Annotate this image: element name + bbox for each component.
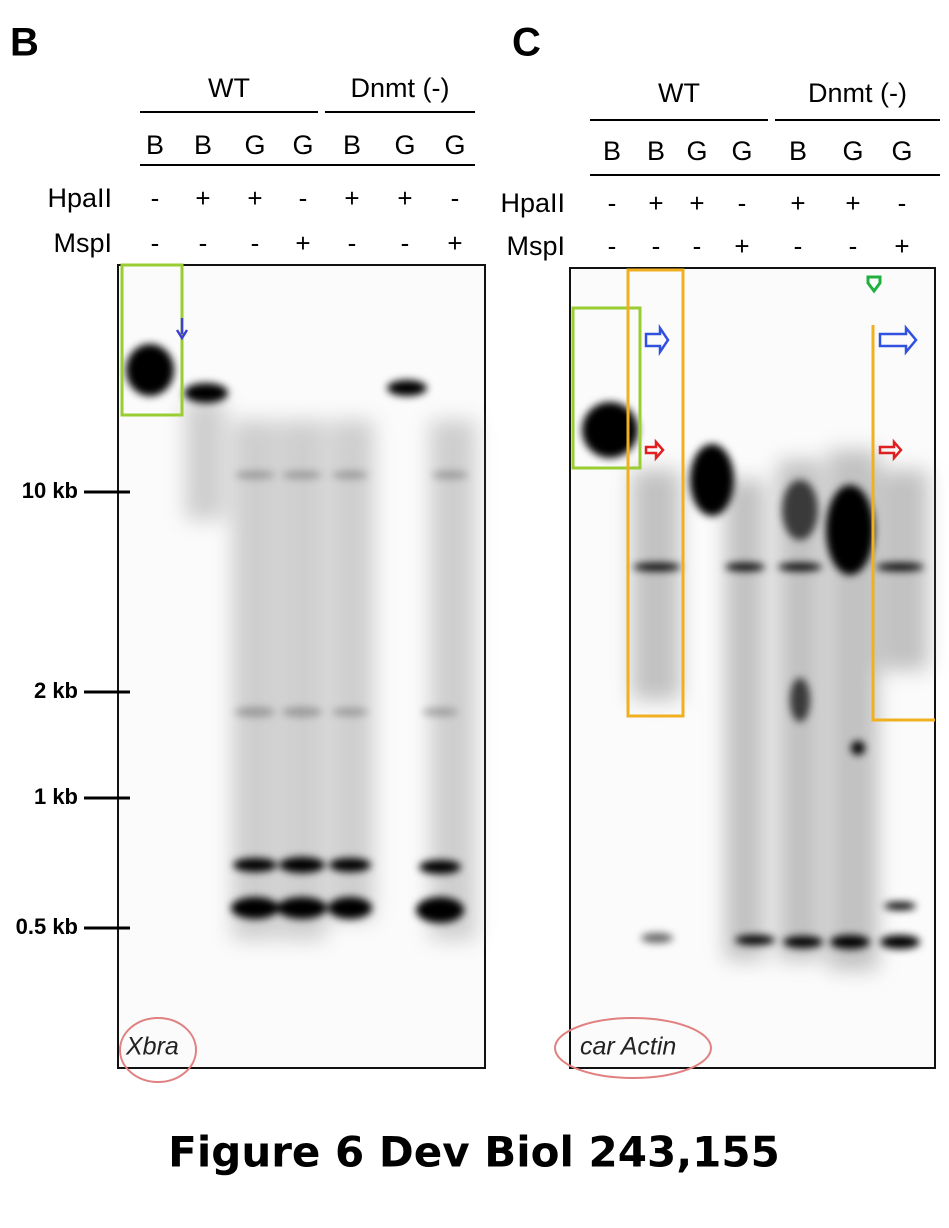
panel-label: B: [10, 21, 39, 65]
digest-mark: +: [447, 228, 462, 258]
digest-mark: -: [898, 188, 907, 218]
digest-mark: -: [348, 228, 357, 258]
digest-mark: +: [845, 188, 860, 218]
gel-c: [554, 267, 936, 1079]
panel-label: C: [512, 21, 541, 65]
digest-mark: +: [734, 231, 749, 261]
digest-mark: -: [151, 228, 160, 258]
digest-mark: -: [652, 231, 661, 261]
digest-mark: +: [648, 188, 663, 218]
enzyme-label: HpaII: [47, 183, 112, 213]
enzyme-label: MspI: [53, 228, 112, 258]
digest-mark: -: [608, 231, 617, 261]
lane-label: B: [789, 136, 807, 166]
digest-mark: -: [199, 228, 208, 258]
group-label: Dnmt (-): [808, 78, 907, 108]
digest-mark: -: [849, 231, 858, 261]
lane-label: G: [292, 130, 313, 160]
lane-label: G: [686, 136, 707, 166]
digest-mark: +: [397, 183, 412, 213]
size-marker: 0.5 kb: [16, 914, 78, 939]
lane-label: B: [343, 130, 361, 160]
lane-label: G: [842, 136, 863, 166]
digest-mark: -: [794, 231, 803, 261]
digest-mark: -: [151, 183, 160, 213]
lane-label: G: [444, 130, 465, 160]
lane-label: G: [394, 130, 415, 160]
digest-mark: -: [738, 188, 747, 218]
lane-label: G: [731, 136, 752, 166]
digest-mark: +: [344, 183, 359, 213]
size-marker: 2 kb: [34, 678, 78, 703]
caption: Figure 6 Dev Biol 243,155: [168, 1128, 780, 1177]
probe-label: Xbra: [125, 1033, 179, 1061]
lane-label: B: [647, 136, 665, 166]
group-label: WT: [208, 73, 250, 103]
digest-mark: -: [299, 183, 308, 213]
digest-mark: -: [251, 228, 260, 258]
digest-mark: -: [608, 188, 617, 218]
enzyme-label: MspI: [506, 231, 565, 261]
group-label: Dnmt (-): [351, 73, 450, 103]
enzyme-label: HpaII: [500, 188, 565, 218]
gel-b: [117, 263, 486, 1083]
digest-mark: +: [689, 188, 704, 218]
lane-label: G: [244, 130, 265, 160]
probe-label: car Actin: [580, 1033, 676, 1061]
digest-mark: +: [295, 228, 310, 258]
group-label: WT: [658, 78, 700, 108]
digest-mark: +: [894, 231, 909, 261]
digest-mark: +: [790, 188, 805, 218]
lane-label: B: [194, 130, 212, 160]
lane-label: G: [891, 136, 912, 166]
digest-mark: +: [195, 183, 210, 213]
lane-label: B: [146, 130, 164, 160]
size-marker: 1 kb: [34, 784, 78, 809]
digest-mark: -: [451, 183, 460, 213]
digest-mark: -: [401, 228, 410, 258]
size-marker: 10 kb: [22, 478, 78, 503]
lane-label: B: [603, 136, 621, 166]
digest-mark: +: [247, 183, 262, 213]
digest-mark: -: [693, 231, 702, 261]
